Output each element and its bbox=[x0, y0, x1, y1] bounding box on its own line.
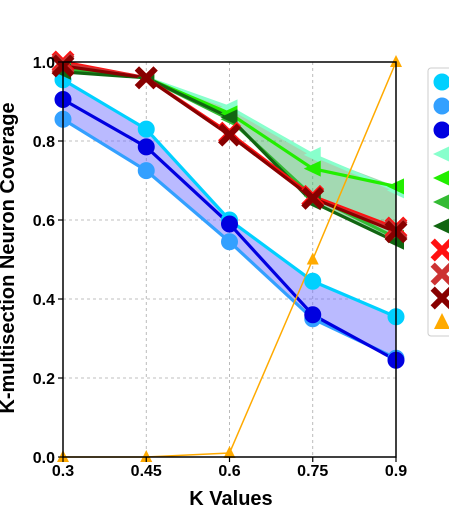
ticks: 0.3 0.45 0.6 0.75 0.9 0.0 0.2 0.4 0.6 0.8 1.0 bbox=[33, 55, 407, 480]
legend-marker-9 bbox=[430, 286, 449, 310]
legend-marker-0 bbox=[433, 73, 449, 91]
y-tick-label-4: 0.8 bbox=[33, 134, 55, 151]
series-2-point-3 bbox=[304, 306, 322, 324]
series-0-point-3 bbox=[304, 272, 322, 290]
y-tick-label-2: 0.4 bbox=[33, 292, 55, 309]
series-3-point-3 bbox=[303, 146, 321, 163]
y-tick-label-3: 0.6 bbox=[33, 213, 55, 230]
legend-marker-5 bbox=[433, 194, 449, 210]
series-10-point-1 bbox=[140, 450, 153, 462]
series-1-point-1 bbox=[137, 162, 155, 180]
legend bbox=[427, 67, 449, 337]
legend-marker-6 bbox=[433, 218, 449, 234]
legend-marker-4 bbox=[433, 170, 449, 186]
legend-marker-3 bbox=[433, 146, 449, 162]
series-10-point-3 bbox=[306, 252, 319, 265]
series-9-point-3 bbox=[301, 186, 325, 210]
series-4-point-3 bbox=[303, 160, 321, 177]
series-2-point-2 bbox=[221, 215, 238, 233]
legend-marker-7 bbox=[430, 238, 449, 262]
y-tick-label-5: 1.0 bbox=[33, 55, 55, 72]
series-10-point-4 bbox=[390, 55, 402, 67]
series-9-point-2 bbox=[218, 123, 241, 147]
series-markers bbox=[51, 50, 408, 462]
y-tick-label-1: 0.2 bbox=[33, 371, 55, 388]
x-tick-label-4: 0.9 bbox=[385, 463, 407, 480]
series-10-point-2 bbox=[223, 446, 236, 459]
series-6-point-2 bbox=[220, 109, 238, 126]
x-axis-label: K Values bbox=[189, 488, 272, 510]
x-tick-label-0: 0.3 bbox=[52, 463, 74, 480]
x-tick-label-2: 0.6 bbox=[218, 463, 240, 480]
legend-marker-2 bbox=[433, 121, 449, 139]
x-tick-label-3: 0.75 bbox=[297, 463, 328, 480]
series-0-point-1 bbox=[137, 120, 155, 138]
y-axis-label: K-multisection Neuron Coverage bbox=[0, 102, 19, 413]
series-2-point-1 bbox=[137, 138, 155, 156]
legend-marker-1 bbox=[433, 97, 449, 115]
x-tick-label-1: 0.45 bbox=[131, 463, 162, 480]
series-9-point-1 bbox=[134, 66, 158, 90]
legend-marker-10 bbox=[434, 313, 449, 329]
series-1-point-2 bbox=[221, 233, 238, 251]
y-tick-label-0: 0.0 bbox=[33, 450, 55, 467]
legend-marker-8 bbox=[430, 262, 449, 286]
